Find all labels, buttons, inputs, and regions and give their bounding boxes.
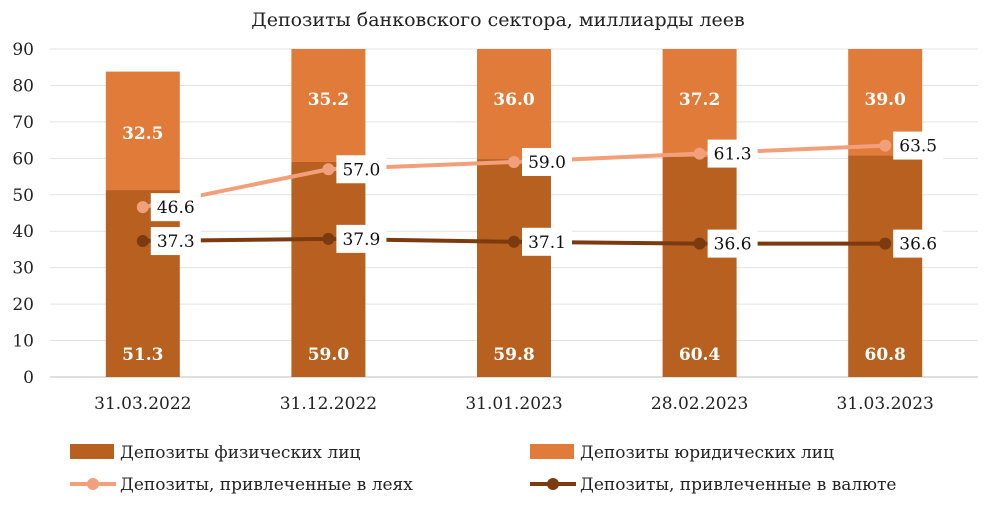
point-lei-deposits	[693, 147, 706, 160]
bar-segment-individuals	[105, 190, 180, 377]
label-lei-deposits: 59.0	[528, 153, 566, 173]
legend-item: Депозиты юридических лиц	[530, 443, 834, 463]
point-currency-deposits	[693, 237, 706, 250]
legend-label: Депозиты юридических лиц	[580, 443, 834, 463]
y-tick-label: 30	[12, 259, 34, 279]
y-tick-label: 50	[12, 186, 34, 206]
bar-segment-legal-entities	[105, 71, 180, 191]
bar-label-legal-entities: 36.0	[493, 90, 535, 110]
legend-item: Депозиты физических лиц	[70, 443, 361, 463]
legend-item: Депозиты, привлеченные в леях	[70, 475, 413, 495]
x-tick-label: 28.02.2023	[651, 394, 748, 414]
label-currency-deposits: 37.1	[528, 233, 566, 253]
legend-label: Депозиты физических лиц	[120, 443, 361, 463]
bars: 51.3 32.5 59.0 35.2 59.8 36.0 60.4 37.2 60.8 39.0	[105, 49, 923, 377]
point-currency-deposits	[508, 235, 520, 248]
y-axis-ticks: 0 10 20 30 40 50 60 70 80 90	[12, 40, 34, 388]
x-axis-ticks: 31.03.2022 31.12.2022 31.01.2023 28.02.2023…	[94, 394, 934, 414]
y-tick-label: 10	[12, 332, 34, 352]
legend: Депозиты физических лиц Депозиты юридичес…	[70, 443, 896, 495]
legend-label: Депозиты, привлеченные в леях	[120, 475, 413, 495]
data-label-box	[707, 229, 758, 258]
label-currency-deposits: 37.3	[157, 232, 195, 252]
y-tick-label: 40	[12, 222, 34, 242]
bar-segment-legal-entities	[662, 49, 737, 157]
point-currency-deposits	[136, 235, 149, 248]
bar-segment-legal-entities	[291, 49, 366, 162]
legend-item: Депозиты, привлеченные в валюте	[530, 475, 896, 495]
data-label-box	[336, 224, 387, 253]
point-lei-deposits	[136, 201, 149, 214]
label-lei-deposits: 63.5	[899, 137, 937, 157]
legend-marker	[547, 478, 559, 490]
data-label-box	[522, 227, 572, 256]
data-label-box	[893, 131, 944, 160]
y-tick-label: 60	[12, 149, 34, 169]
bar-label-individuals: 59.8	[493, 345, 534, 365]
x-tick-label: 31.03.2022	[94, 394, 191, 414]
lines: 46.6 57.0 59.0 61.3 63.5 37.3 37.9 37.1 36.6 36.6	[136, 131, 944, 258]
bar-label-individuals: 51.3	[122, 345, 163, 365]
bar-label-legal-entities: 32.5	[122, 124, 163, 144]
point-currency-deposits	[322, 232, 335, 245]
bar-label-legal-entities: 37.2	[679, 90, 720, 110]
legend-swatch	[70, 444, 114, 459]
y-tick-label: 0	[23, 368, 34, 388]
x-tick-label: 31.01.2023	[465, 394, 562, 414]
bar-label-individuals: 60.4	[679, 345, 721, 365]
point-currency-deposits	[879, 237, 892, 250]
bar-label-legal-entities: 35.2	[308, 90, 349, 110]
point-lei-deposits	[322, 163, 335, 176]
y-tick-label: 70	[12, 113, 34, 133]
bar-segment-legal-entities	[477, 49, 551, 160]
bar-segment-individuals	[477, 159, 551, 377]
chart-title: Депозиты банковского сектора, миллиарды …	[251, 9, 744, 31]
data-label-box	[336, 155, 387, 184]
y-tick-label: 80	[12, 76, 34, 96]
point-lei-deposits	[508, 155, 520, 168]
label-lei-deposits: 61.3	[714, 145, 752, 165]
bar-label-individuals: 60.8	[864, 345, 905, 365]
legend-swatch	[530, 444, 574, 459]
label-currency-deposits: 37.9	[342, 230, 380, 250]
bar-segment-individuals	[848, 155, 923, 377]
y-tick-label: 90	[12, 40, 34, 60]
data-label-box	[150, 227, 201, 256]
x-tick-label: 31.12.2022	[280, 394, 377, 414]
legend-label: Депозиты, привлеченные в валюте	[580, 475, 896, 495]
bar-segment-individuals	[662, 156, 737, 377]
bar-label-legal-entities: 39.0	[864, 90, 906, 110]
label-currency-deposits: 36.6	[714, 235, 752, 255]
data-label-box	[522, 147, 572, 176]
label-lei-deposits: 46.6	[157, 198, 195, 218]
x-tick-label: 31.03.2023	[837, 394, 934, 414]
y-tick-label: 20	[12, 295, 34, 315]
label-lei-deposits: 57.0	[342, 160, 380, 180]
point-lei-deposits	[879, 139, 892, 152]
data-label-box	[707, 139, 758, 168]
legend-marker	[87, 478, 99, 490]
data-label-box	[893, 229, 944, 258]
label-currency-deposits: 36.6	[899, 235, 937, 255]
bar-segment-individuals	[291, 161, 366, 377]
data-label-box	[150, 193, 201, 222]
bar-label-individuals: 59.0	[308, 345, 350, 365]
